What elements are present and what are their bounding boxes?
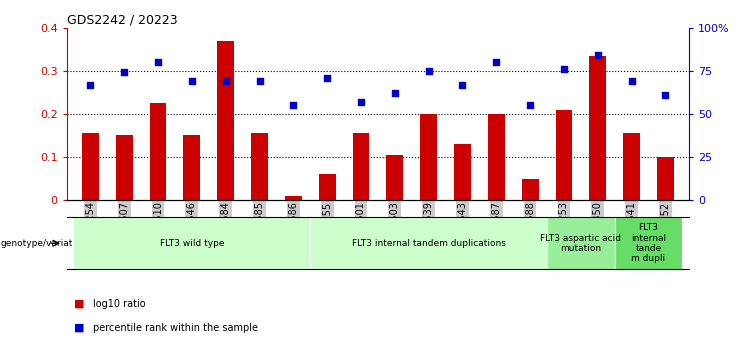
Text: ■: ■ xyxy=(74,323,84,333)
Bar xyxy=(116,136,133,200)
Bar xyxy=(454,144,471,200)
Text: percentile rank within the sample: percentile rank within the sample xyxy=(93,323,258,333)
Text: genotype/variation: genotype/variation xyxy=(1,239,87,248)
Point xyxy=(422,68,434,73)
Point xyxy=(119,70,130,75)
Text: log10 ratio: log10 ratio xyxy=(93,299,145,308)
Text: FLT3
internal
tande
m dupli: FLT3 internal tande m dupli xyxy=(631,223,666,263)
Text: GDS2242 / 20223: GDS2242 / 20223 xyxy=(67,13,177,27)
Bar xyxy=(285,196,302,200)
Point xyxy=(152,59,164,65)
Point xyxy=(389,90,401,96)
Point xyxy=(524,102,536,108)
Point xyxy=(288,102,299,108)
Bar xyxy=(420,114,437,200)
Point xyxy=(220,78,232,84)
Point xyxy=(253,78,265,84)
Point xyxy=(592,52,604,58)
Bar xyxy=(488,114,505,200)
Point xyxy=(456,82,468,87)
Bar xyxy=(386,155,403,200)
Bar xyxy=(589,56,606,200)
Text: FLT3 wild type: FLT3 wild type xyxy=(159,239,224,248)
Point xyxy=(558,66,570,72)
Text: ■: ■ xyxy=(74,299,84,308)
Point xyxy=(186,78,198,84)
Bar xyxy=(251,133,268,200)
Point xyxy=(659,92,671,98)
Point xyxy=(355,99,367,105)
Point xyxy=(84,82,96,87)
Bar xyxy=(184,136,200,200)
Bar xyxy=(623,133,640,200)
Bar xyxy=(82,133,99,200)
Bar xyxy=(522,179,539,200)
Bar xyxy=(657,157,674,200)
Bar xyxy=(150,103,167,200)
Text: FLT3 internal tandem duplications: FLT3 internal tandem duplications xyxy=(352,239,505,248)
Bar xyxy=(319,174,336,200)
Point xyxy=(625,78,637,84)
Bar xyxy=(217,41,234,200)
Point xyxy=(491,59,502,65)
Bar xyxy=(353,133,370,200)
Text: FLT3 aspartic acid
mutation: FLT3 aspartic acid mutation xyxy=(540,234,622,253)
Bar xyxy=(556,110,573,200)
Point xyxy=(322,75,333,80)
